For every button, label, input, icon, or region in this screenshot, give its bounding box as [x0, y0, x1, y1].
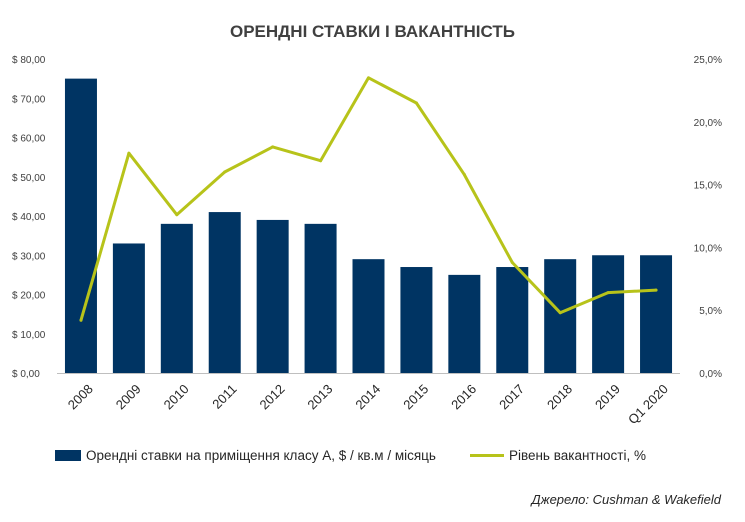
x-axis: 2008 2009 2010 2011 2012 2013 2014 2015 2016 2017… [57, 373, 680, 427]
vacancy-point [319, 159, 323, 163]
bar [544, 259, 577, 373]
x-tick-label: 2017 [496, 381, 527, 412]
left-tick-label: $ 0,00 [12, 369, 40, 380]
x-tick-label: Q1 2020 [625, 381, 671, 427]
left-tick-label: $ 70,00 [12, 94, 46, 105]
right-tick-label: 20,0% [694, 118, 722, 129]
x-tick-label: 2019 [592, 381, 623, 412]
legend-label-rent: Орендні ставки на приміщення класу А, $ … [86, 448, 436, 463]
bar [592, 255, 625, 373]
left-tick-label: $ 10,00 [12, 330, 46, 341]
vacancy-point [223, 170, 227, 174]
legend-swatch-bar [55, 450, 81, 461]
x-tick-label: 2015 [400, 381, 431, 412]
left-tick-label: $ 20,00 [12, 291, 46, 302]
vacancy-point [462, 173, 466, 177]
legend-label-vacancy: Рівень вакантності, % [508, 448, 646, 463]
right-tick-label: 25,0% [694, 55, 722, 66]
right-tick-label: 5,0% [699, 306, 722, 317]
vacancy-point [654, 288, 658, 292]
vacancy-point [127, 151, 131, 155]
bar [352, 259, 385, 373]
x-tick-label: 2008 [65, 381, 96, 412]
legend-item-rent: Орендні ставки на приміщення класу А, $ … [55, 448, 436, 463]
x-tick-label: 2014 [352, 381, 383, 412]
bar [64, 78, 97, 373]
vacancy-point [271, 145, 275, 149]
source-note: Джерело: Cushman & Wakefield [531, 492, 721, 507]
vacancy-point [175, 213, 179, 217]
left-tick-label: $ 40,00 [12, 212, 46, 223]
bar-series [64, 78, 673, 373]
vacancy-point [510, 260, 514, 264]
x-tick-label: 2012 [257, 381, 288, 412]
chart-title: ОРЕНДНІ СТАВКИ І ВАКАНТНІСТЬ [230, 22, 515, 41]
bar [112, 243, 145, 373]
vacancy-point [79, 318, 83, 322]
line-series [79, 76, 658, 322]
vacancy-point [414, 101, 418, 105]
x-tick-label: 2013 [304, 381, 335, 412]
left-tick-label: $ 30,00 [12, 251, 46, 262]
right-tick-label: 15,0% [694, 181, 722, 192]
left-tick-label: $ 50,00 [12, 173, 46, 184]
right-axis-ticks: 0,0% 5,0% 10,0% 15,0% 20,0% 25,0% [694, 55, 722, 380]
bar [496, 267, 529, 373]
bar [400, 267, 433, 373]
vacancy-point [367, 76, 370, 80]
right-tick-label: 10,0% [694, 243, 722, 254]
x-tick-label: 2010 [161, 381, 192, 412]
vacancy-point [606, 291, 610, 295]
legend-item-vacancy: Рівень вакантності, % [469, 448, 646, 463]
x-tick-label: 2011 [209, 381, 239, 411]
x-tick-label: 2016 [448, 381, 479, 412]
bar [208, 212, 241, 373]
left-axis-ticks: $ 0,00 $ 10,00 $ 20,00 $ 30,00 $ 40,00 $ 50,0… [12, 55, 46, 380]
bar [640, 255, 673, 373]
left-tick-label: $ 60,00 [12, 134, 46, 145]
x-tick-label: 2009 [113, 381, 144, 412]
bar [448, 274, 481, 373]
bar [304, 223, 337, 373]
bar [160, 223, 193, 373]
legend-swatch-line [469, 454, 504, 457]
vacancy-point [558, 311, 562, 315]
bar [256, 219, 289, 373]
left-tick-label: $ 80,00 [12, 55, 46, 66]
legend: Орендні ставки на приміщення класу А, $ … [55, 448, 646, 463]
right-tick-label: 0,0% [699, 369, 722, 380]
x-tick-label: 2018 [544, 381, 575, 412]
